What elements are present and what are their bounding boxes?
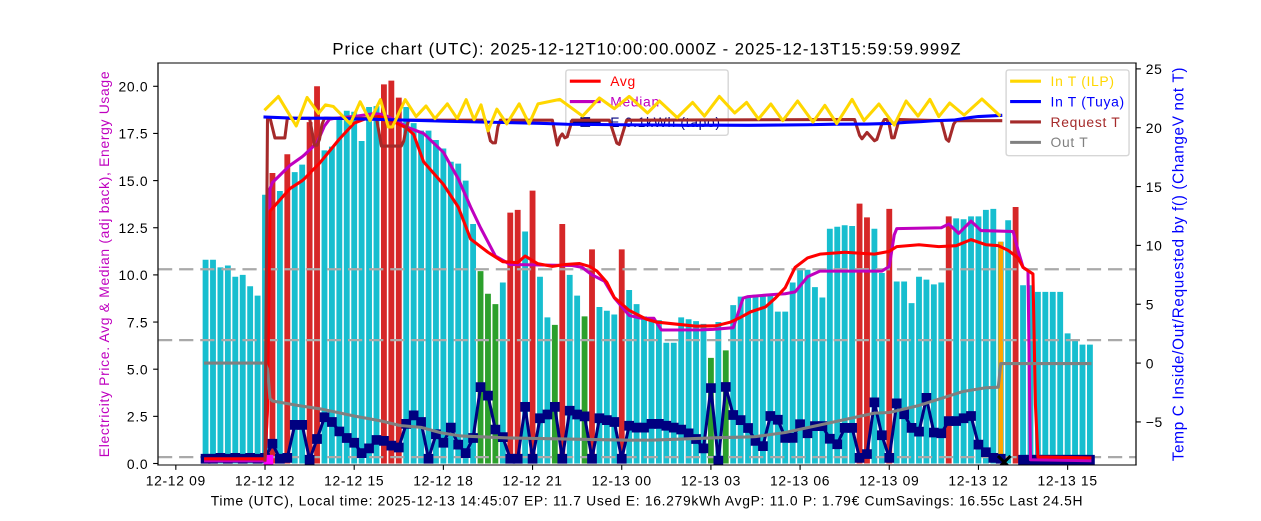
svg-text:Request T: Request T [1051,114,1121,130]
svg-text:20: 20 [1146,120,1163,136]
svg-text:25: 25 [1146,61,1163,77]
svg-text:12-12 12: 12-12 12 [235,472,295,488]
svg-text:10: 10 [1146,238,1163,254]
svg-text:5: 5 [1146,297,1154,313]
svg-text:7.5: 7.5 [127,314,148,330]
svg-text:Time (UTC), Local time: 2025-1: Time (UTC), Local time: 2025-12-13 14:45… [211,493,1083,509]
svg-text:−5: −5 [1146,414,1163,430]
svg-text:Temp C Inside/Out/Requested by: Temp C Inside/Out/Requested by f() (Chan… [1170,67,1187,461]
svg-text:15: 15 [1146,179,1163,195]
svg-text:12-13 03: 12-13 03 [681,472,741,488]
svg-text:12.5: 12.5 [119,220,149,236]
svg-text:Price chart (UTC): 2025-12-12T: Price chart (UTC): 2025-12-12T10:00:00.0… [332,40,961,59]
svg-text:10.0: 10.0 [119,267,149,283]
svg-text:20.0: 20.0 [119,79,149,95]
svg-text:In T (Tuya): In T (Tuya) [1051,93,1125,109]
svg-text:12-12 21: 12-12 21 [502,472,562,488]
svg-text:12-12 09: 12-12 09 [146,472,206,488]
svg-text:12-12 18: 12-12 18 [413,472,473,488]
svg-text:Electricity Price. Avg & Media: Electricity Price. Avg & Median (adj bac… [96,71,112,457]
svg-text:12-13 06: 12-13 06 [770,472,830,488]
svg-text:5.0: 5.0 [127,361,148,377]
svg-text:12-13 09: 12-13 09 [859,472,919,488]
svg-text:17.5: 17.5 [119,126,149,142]
svg-text:12-13 12: 12-13 12 [948,472,1008,488]
svg-text:2.5: 2.5 [127,409,148,425]
svg-text:0.0: 0.0 [127,456,148,472]
svg-text:12-13 00: 12-13 00 [592,472,652,488]
svg-text:15.0: 15.0 [119,173,149,189]
svg-text:In T (ILP): In T (ILP) [1051,73,1115,89]
svg-text:12-12 15: 12-12 15 [324,472,384,488]
svg-text:Avg: Avg [610,73,636,89]
svg-text:0: 0 [1146,355,1154,371]
svg-text:12-13 15: 12-13 15 [1038,472,1098,488]
svg-text:Out T: Out T [1051,134,1089,150]
